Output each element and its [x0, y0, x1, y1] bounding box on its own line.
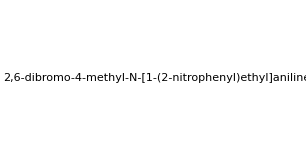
Text: 2,6-dibromo-4-methyl-N-[1-(2-nitrophenyl)ethyl]aniline: 2,6-dibromo-4-methyl-N-[1-(2-nitrophenyl… — [3, 73, 306, 83]
